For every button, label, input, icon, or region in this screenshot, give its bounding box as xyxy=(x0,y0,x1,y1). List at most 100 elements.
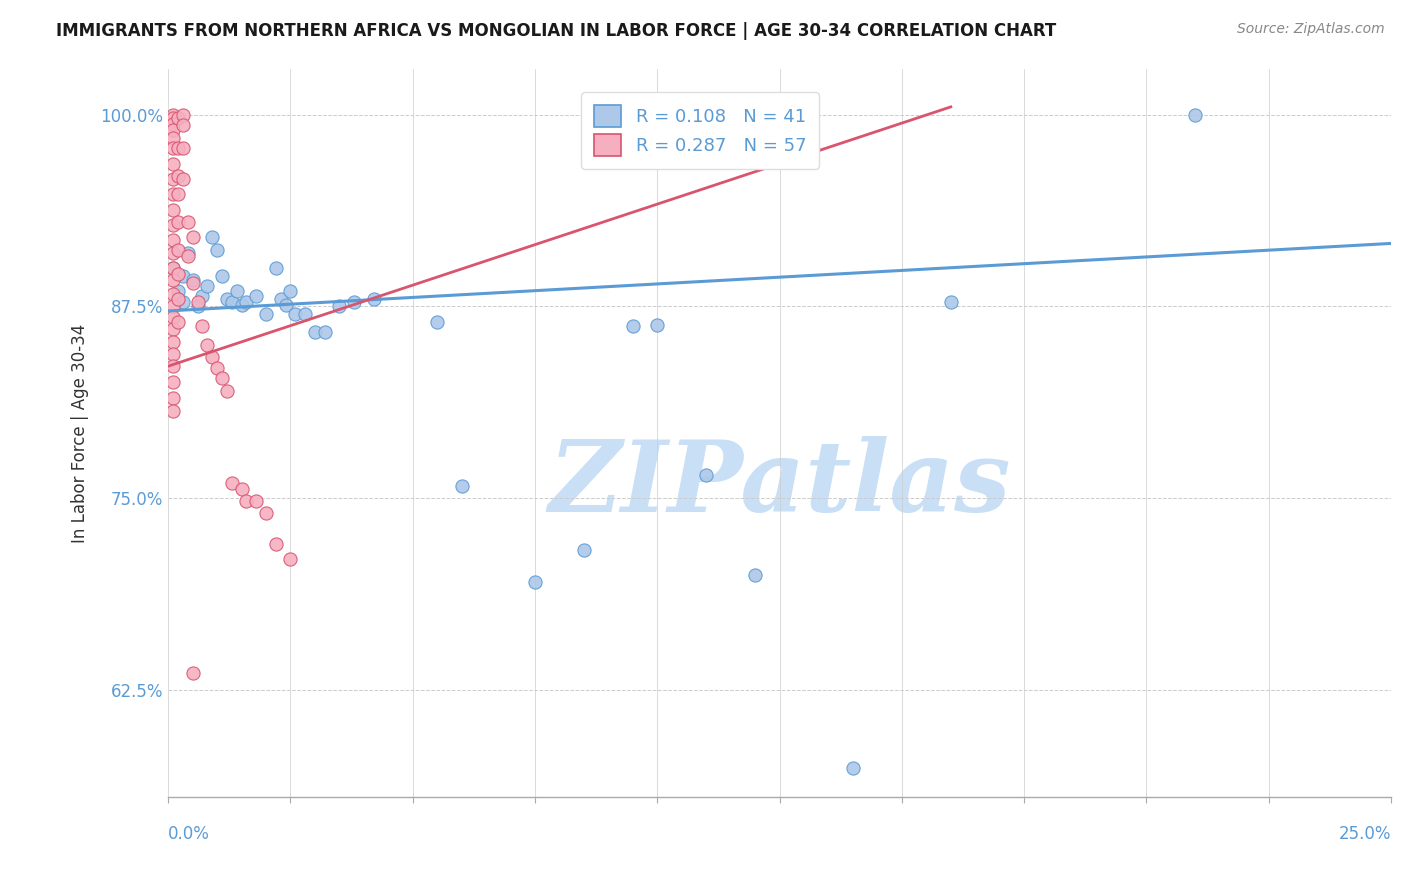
Point xyxy=(205,360,228,375)
Point xyxy=(245,494,267,508)
Point xyxy=(1184,107,1206,121)
Point xyxy=(167,215,190,229)
Point xyxy=(162,287,184,301)
Point xyxy=(264,537,287,551)
Point xyxy=(162,347,184,361)
Point xyxy=(264,260,287,275)
Point xyxy=(162,156,184,170)
Legend: R = 0.108   N = 41, R = 0.287   N = 57: R = 0.108 N = 41, R = 0.287 N = 57 xyxy=(582,92,818,169)
Point xyxy=(181,666,204,681)
Point xyxy=(280,552,302,566)
Point xyxy=(363,292,385,306)
Point xyxy=(162,359,184,373)
Text: Source: ZipAtlas.com: Source: ZipAtlas.com xyxy=(1237,22,1385,37)
Point xyxy=(177,215,200,229)
Point xyxy=(939,294,962,309)
Point xyxy=(162,233,184,247)
Point xyxy=(426,315,449,329)
Point xyxy=(621,319,644,334)
Point xyxy=(842,761,865,775)
Point xyxy=(162,111,184,125)
Point xyxy=(162,273,184,287)
Point xyxy=(254,507,277,521)
Point xyxy=(162,322,184,336)
Point xyxy=(647,318,669,332)
Point xyxy=(162,260,184,275)
Point xyxy=(162,117,184,131)
Point xyxy=(572,543,595,558)
Point xyxy=(328,299,350,313)
Y-axis label: In Labor Force | Age 30-34: In Labor Force | Age 30-34 xyxy=(72,323,89,542)
Point xyxy=(231,482,253,496)
Point xyxy=(167,284,190,298)
Point xyxy=(270,292,292,306)
Point xyxy=(181,273,204,287)
Point xyxy=(162,123,184,137)
Point xyxy=(524,575,547,590)
Point xyxy=(162,141,184,155)
Text: ZIPatlas: ZIPatlas xyxy=(548,435,1011,533)
Point xyxy=(177,245,200,260)
Point xyxy=(191,288,214,302)
Point xyxy=(167,111,190,125)
Point xyxy=(172,107,194,121)
Point xyxy=(162,107,184,121)
Point xyxy=(162,172,184,186)
Point xyxy=(235,294,257,309)
Text: IMMIGRANTS FROM NORTHERN AFRICA VS MONGOLIAN IN LABOR FORCE | AGE 30-34 CORRELAT: IMMIGRANTS FROM NORTHERN AFRICA VS MONGO… xyxy=(56,22,1056,40)
Point xyxy=(235,494,257,508)
Point xyxy=(231,298,253,312)
Point xyxy=(304,326,326,340)
Point xyxy=(450,479,472,493)
Point xyxy=(167,187,190,202)
Text: 0.0%: 0.0% xyxy=(169,825,209,843)
Point xyxy=(177,249,200,263)
Point xyxy=(162,260,184,275)
Point xyxy=(167,141,190,155)
Point xyxy=(167,267,190,281)
Point xyxy=(280,284,302,298)
Point xyxy=(201,230,224,244)
Point xyxy=(274,298,297,312)
Point xyxy=(187,299,209,313)
Point xyxy=(172,172,194,186)
Point xyxy=(215,384,238,398)
Point xyxy=(343,294,366,309)
Point xyxy=(195,279,218,293)
Point xyxy=(695,468,717,483)
Point xyxy=(167,243,190,257)
Point xyxy=(294,307,316,321)
Point xyxy=(162,334,184,349)
Point xyxy=(221,475,243,490)
Point xyxy=(245,288,267,302)
Point xyxy=(744,567,766,582)
Point xyxy=(205,243,228,257)
Point xyxy=(314,326,336,340)
Point xyxy=(167,292,190,306)
Point xyxy=(162,375,184,389)
Point xyxy=(187,294,209,309)
Point xyxy=(162,187,184,202)
Point xyxy=(195,337,218,351)
Point xyxy=(172,141,194,155)
Point xyxy=(162,310,184,324)
Point xyxy=(284,307,307,321)
Point xyxy=(167,169,190,183)
Point xyxy=(215,292,238,306)
Point xyxy=(162,218,184,232)
Point xyxy=(162,245,184,260)
Point xyxy=(181,277,204,291)
Point xyxy=(172,118,194,132)
Point xyxy=(181,230,204,244)
Text: 25.0%: 25.0% xyxy=(1339,825,1391,843)
Point xyxy=(162,392,184,406)
Point xyxy=(211,268,233,283)
Point xyxy=(162,130,184,145)
Point xyxy=(172,294,194,309)
Point xyxy=(172,268,194,283)
Point xyxy=(254,307,277,321)
Point xyxy=(167,315,190,329)
Point xyxy=(221,294,243,309)
Point xyxy=(162,299,184,313)
Point xyxy=(201,350,224,364)
